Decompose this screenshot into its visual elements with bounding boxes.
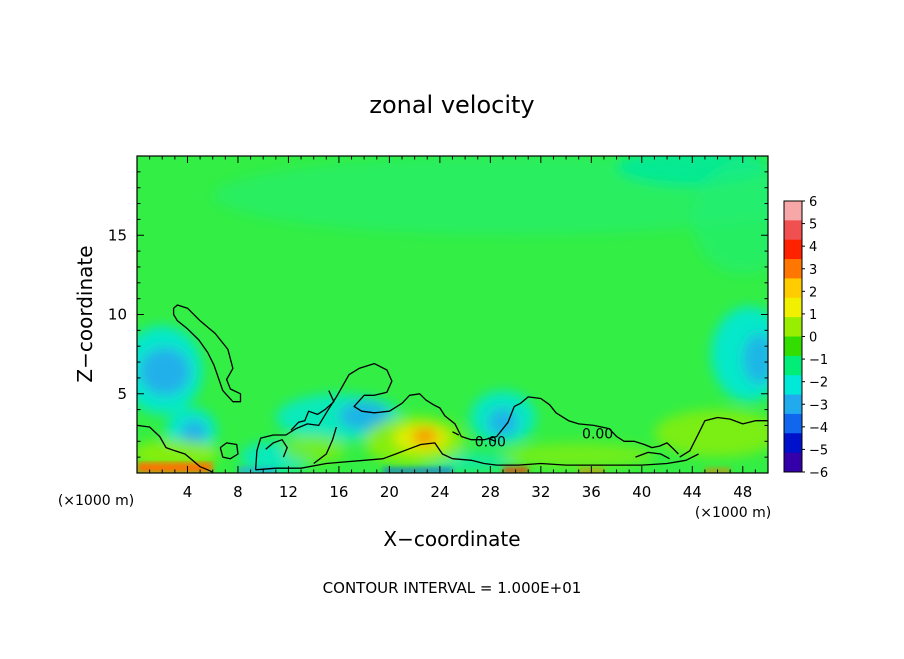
field-blob	[137, 439, 220, 469]
x-unit-label-right: (×1000 m)	[695, 505, 771, 521]
field-blob	[487, 408, 519, 437]
field-blob	[654, 409, 768, 458]
y-tick-label: 10	[108, 306, 127, 324]
colorbar-level-label: 5	[809, 218, 817, 233]
x-tick-label: 24	[430, 483, 449, 501]
y-tick-label: 15	[108, 226, 127, 244]
x-axis-ticks: 4 8 12 16 20 24 28 32 36 40 44 48	[149, 156, 756, 501]
colorbar-level-label: 3	[809, 263, 817, 278]
x-tick-label: 48	[733, 483, 752, 501]
zero-contour	[265, 439, 288, 458]
x-tick-label: 44	[683, 483, 702, 501]
zero-contour	[313, 426, 338, 465]
colorbar-swatch	[784, 239, 802, 260]
colorbar-level-label: −6	[809, 466, 828, 481]
x-tick-label: 32	[531, 483, 550, 501]
contour-label: 0.00	[582, 426, 613, 442]
colorbar-swatch	[784, 317, 802, 337]
colorbar-swatch	[784, 433, 802, 454]
x-tick-label: 20	[380, 483, 399, 501]
colorbar-swatch	[784, 355, 802, 376]
surface-strip	[137, 461, 213, 473]
x-tick-label: 28	[481, 483, 500, 501]
colorbar-level-label: −3	[809, 398, 828, 413]
field-blob	[412, 428, 438, 445]
field-blob	[502, 442, 655, 469]
contour-label: 0.00	[475, 434, 506, 450]
zero-contour	[452, 431, 460, 436]
colorbar-level-label: 1	[809, 308, 817, 323]
x-tick-label: 8	[233, 483, 243, 501]
y-axis-ticks: 5 10 15	[108, 171, 768, 458]
colorbar-swatch	[784, 336, 802, 357]
colorbar-swatch	[784, 297, 802, 318]
colorbar-swatch	[784, 452, 802, 473]
x-tick-label: 4	[183, 483, 193, 501]
colorbar-swatch	[784, 375, 802, 395]
x-axis-label: X−coordinate	[383, 527, 520, 551]
colorbar-swatch	[784, 201, 802, 221]
x-tick-label: 12	[279, 483, 298, 501]
x-tick-label: 36	[582, 483, 601, 501]
colorbar-swatch	[784, 278, 802, 299]
colorbar-swatch	[784, 413, 802, 434]
contour-interval-footer: CONTOUR INTERVAL = 1.000E+01	[323, 579, 582, 597]
colorbar: 6 5 4 3 2 1 0 −1 −2 −3 −4 −5 −6	[783, 195, 828, 481]
surface-strip	[383, 468, 453, 473]
colorbar-swatch	[784, 259, 802, 279]
colorbar-level-label: −4	[809, 421, 828, 436]
field-blob	[181, 420, 207, 443]
zero-contour	[172, 304, 242, 403]
colorbar-level-label: −1	[809, 353, 828, 368]
colorbar-swatch	[784, 220, 802, 241]
zero-contour	[219, 442, 239, 460]
colorbar-level-label: −5	[809, 443, 828, 458]
zero-contour	[290, 390, 335, 431]
colorbar-swatch	[784, 394, 802, 415]
field-blob	[692, 163, 768, 275]
x-unit-label-left: (×1000 m)	[58, 493, 134, 509]
contour-labels: 0.00 0.00	[475, 426, 613, 450]
zero-contour	[254, 362, 679, 470]
y-tick-label: 5	[117, 385, 127, 403]
chart-title: zonal velocity	[369, 91, 534, 119]
zero-contour	[487, 437, 496, 442]
contour-lines	[137, 304, 768, 473]
zero-contour	[679, 416, 768, 458]
field-blob	[139, 347, 191, 396]
x-tick-label: 16	[329, 483, 348, 501]
zero-contour	[137, 424, 213, 473]
field-blob	[742, 333, 768, 385]
y-axis-label: Z−coordinate	[73, 245, 97, 382]
zero-contour	[635, 451, 670, 460]
field-blob	[338, 401, 390, 431]
colorbar-level-label: 2	[809, 285, 817, 300]
field-blobs	[137, 156, 768, 473]
x-tick-label: 40	[632, 483, 651, 501]
colorbar-level-label: 0	[809, 331, 817, 346]
colorbar-level-label: 6	[809, 195, 817, 210]
colorbar-level-label: 4	[809, 240, 817, 255]
velocity-field	[137, 156, 768, 473]
zero-contour	[255, 442, 699, 471]
colorbar-level-label: −2	[809, 376, 828, 391]
field-blob	[282, 434, 346, 464]
